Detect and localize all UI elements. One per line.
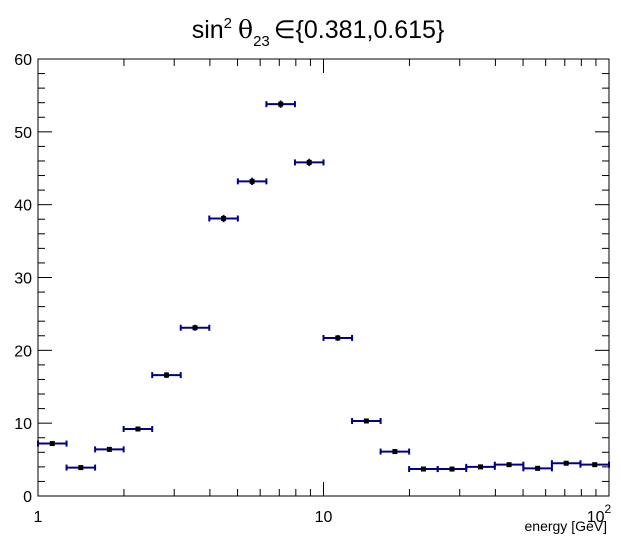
title-exponent: 2 xyxy=(224,15,232,32)
y-tick-label: 60 xyxy=(14,52,32,69)
y-axis-tick-labels: 0 10 20 30 40 50 60 xyxy=(14,52,32,506)
marker xyxy=(78,465,84,471)
data-point xyxy=(351,417,382,424)
data-point xyxy=(465,463,496,470)
x-tick-label: 10 xyxy=(315,509,333,526)
marker xyxy=(306,159,312,165)
data-point xyxy=(65,464,97,471)
y-tick-label: 40 xyxy=(14,198,32,215)
y-tick-label: 20 xyxy=(14,343,32,360)
title-prefix: sin xyxy=(192,16,224,44)
data-point xyxy=(37,440,68,447)
data-series xyxy=(37,100,610,473)
marker xyxy=(449,466,455,472)
data-point xyxy=(579,461,610,468)
marker xyxy=(163,372,169,378)
data-point xyxy=(322,334,354,341)
x-tick-label: 102 xyxy=(587,502,612,526)
marker xyxy=(335,335,341,341)
marker xyxy=(221,216,227,222)
marker xyxy=(535,465,541,471)
data-point xyxy=(408,466,439,473)
data-point xyxy=(293,158,325,167)
marker xyxy=(49,441,55,447)
data-point xyxy=(493,461,525,468)
marker xyxy=(363,418,369,424)
y-axis-ticks xyxy=(38,58,609,497)
data-point xyxy=(208,214,239,223)
data-point xyxy=(94,446,125,453)
marker xyxy=(278,101,284,107)
marker xyxy=(249,178,255,184)
x-tick-label-exponent: 2 xyxy=(605,502,612,516)
marker xyxy=(392,449,398,455)
data-point xyxy=(179,324,211,331)
chart-title: sin2 θ23 ∈{0.381,0.615} xyxy=(192,15,445,50)
data-point xyxy=(550,460,582,467)
x-tick-label: 1 xyxy=(34,509,43,526)
marker xyxy=(478,464,484,470)
marker xyxy=(192,325,198,331)
y-tick-label: 50 xyxy=(14,125,32,142)
marker xyxy=(506,462,512,468)
title-symbol: θ xyxy=(238,15,253,44)
y-tick-label: 10 xyxy=(14,416,32,433)
x-axis-ticks xyxy=(37,59,610,496)
data-point xyxy=(236,177,268,186)
title-subscript: 23 xyxy=(253,33,270,50)
y-tick-label: 0 xyxy=(23,489,32,506)
x-tick-label-base: 10 xyxy=(587,509,605,526)
data-point xyxy=(151,372,182,379)
x-axis-tick-labels: 1 10 102 xyxy=(34,502,612,526)
y-tick-label: 30 xyxy=(14,271,32,288)
marker xyxy=(592,462,598,468)
marker xyxy=(420,466,426,472)
x-axis-label: energy [GeV] xyxy=(525,518,608,534)
data-point xyxy=(522,465,553,472)
data-point xyxy=(379,448,411,455)
data-point xyxy=(436,466,468,473)
marker xyxy=(135,426,141,432)
data-point xyxy=(265,100,296,108)
title-relation: ∈{0.381,0.615} xyxy=(274,16,445,44)
marker xyxy=(106,446,112,452)
marker xyxy=(563,460,569,466)
data-point xyxy=(122,425,154,432)
